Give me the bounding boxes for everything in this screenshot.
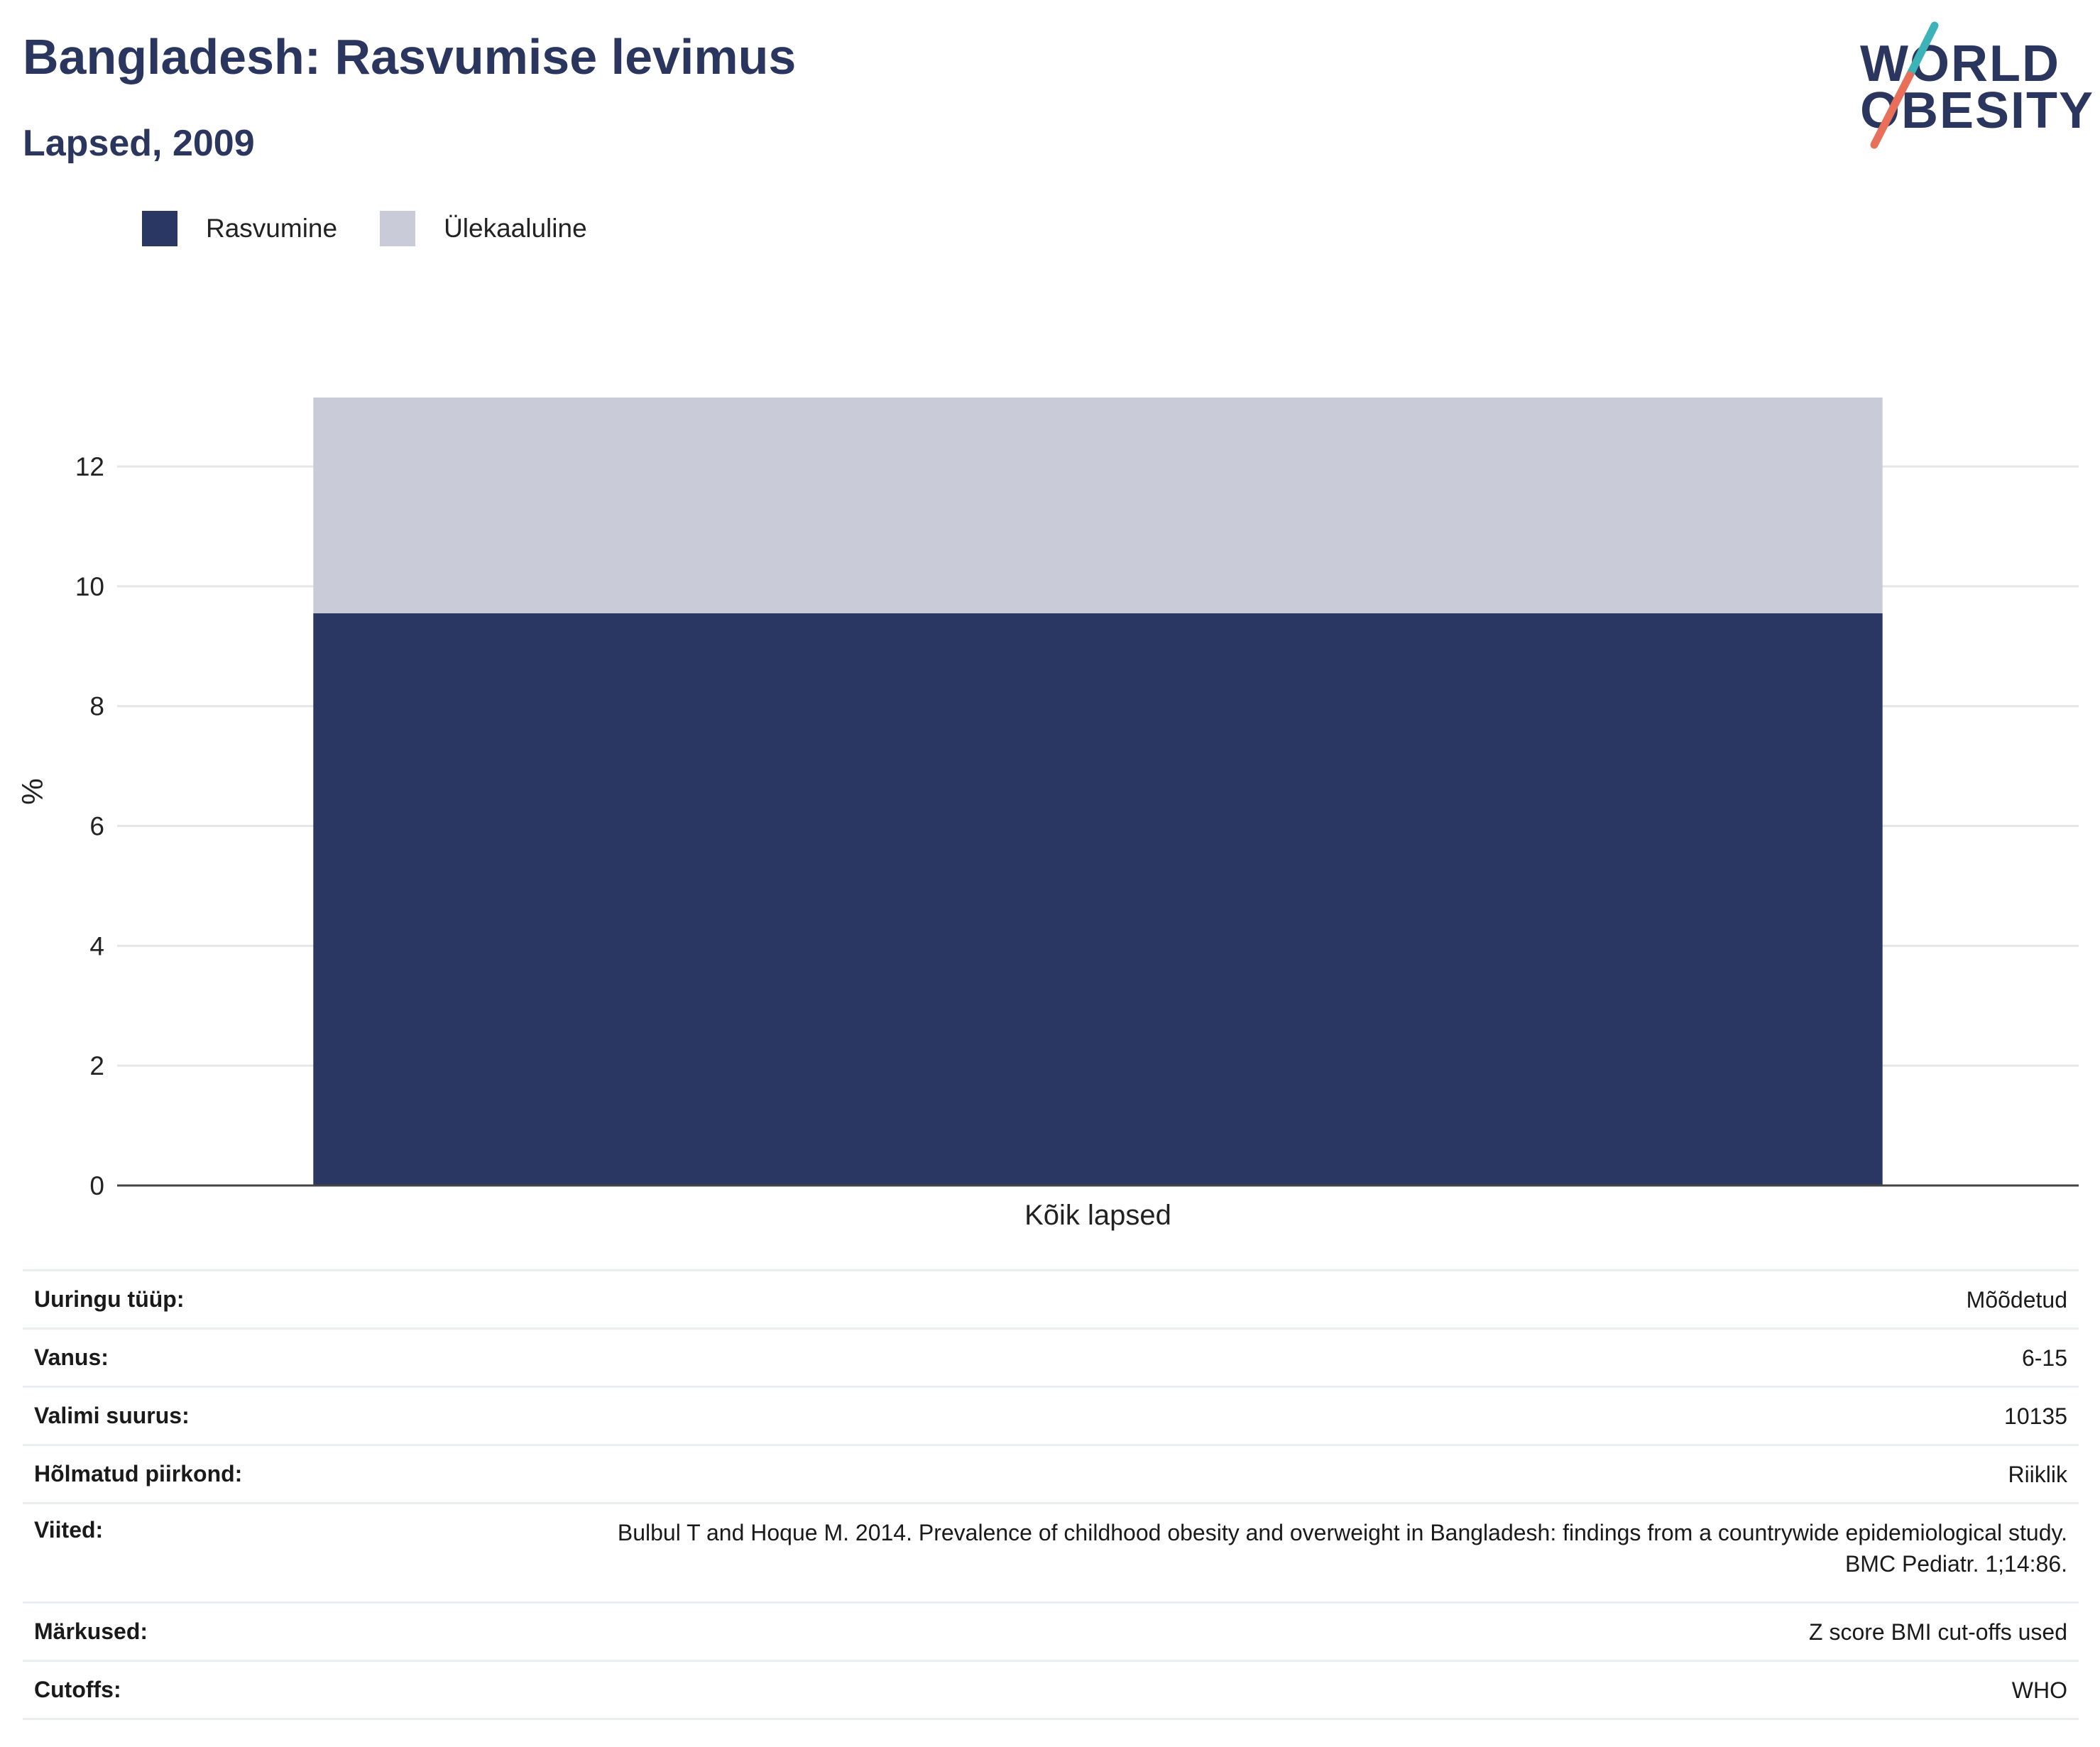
y-tick-label: 12 (75, 452, 104, 481)
legend-item-obesity[interactable]: Rasvumine (142, 211, 337, 246)
logo-slash-icon (1870, 21, 1939, 149)
y-tick-label: 4 (89, 931, 104, 960)
table-row: Vanus: 6-15 (23, 1328, 2079, 1387)
bar-segment-obesity (313, 613, 1883, 1185)
detail-value: 6-15 (2021, 1345, 2067, 1371)
detail-label: Uuringu tüüp: (34, 1286, 185, 1312)
table-row: Viited: Bulbul T and Hoque M. 2014. Prev… (23, 1503, 2079, 1603)
table-row: Märkused: Z score BMI cut-offs used (23, 1602, 2079, 1661)
logo-line-1: WORLD (1860, 35, 2060, 92)
y-tick-label: 10 (75, 572, 104, 601)
detail-value: Bulbul T and Hoque M. 2014. Prevalence o… (542, 1504, 2079, 1603)
table-row: Hõlmatud piirkond: Riiklik (23, 1445, 2079, 1504)
detail-label: Viited: (34, 1517, 104, 1543)
chart-legend: Rasvumine Ülekaaluline (142, 210, 630, 247)
y-axis-label: % (16, 778, 49, 804)
detail-label: Märkused: (34, 1619, 148, 1644)
chart-title: Bangladesh: Rasvumise levimus (23, 29, 797, 84)
y-tick-label: 0 (89, 1171, 104, 1200)
detail-value: Riiklik (2008, 1461, 2067, 1487)
legend-item-overweight[interactable]: Ülekaaluline (380, 211, 587, 246)
bar-segment-overweight (313, 398, 1883, 613)
detail-label: Cutoffs: (34, 1677, 121, 1702)
legend-swatch-overweight (380, 211, 416, 246)
table-row: Uuringu tüüp: Mõõdetud (23, 1270, 2079, 1329)
detail-value: 10135 (2004, 1403, 2067, 1429)
y-tick-label: 6 (89, 812, 104, 841)
detail-value: Z score BMI cut-offs used (1809, 1619, 2067, 1645)
world-obesity-logo: WORLD OBESITY (1846, 20, 2093, 155)
y-tick-label: 8 (89, 692, 104, 721)
reference-text: Bulbul T and Hoque M. 2014. Prevalence o… (617, 1520, 2067, 1577)
detail-label: Vanus: (34, 1345, 109, 1370)
legend-swatch-obesity (142, 211, 177, 246)
detail-label: Hõlmatud piirkond: (34, 1461, 243, 1486)
detail-label: Valimi suurus: (34, 1403, 190, 1428)
detail-value: WHO (2011, 1677, 2067, 1703)
legend-label-overweight: Ülekaaluline (444, 214, 587, 243)
x-tick-label: Kõik lapsed (1024, 1200, 1171, 1231)
table-row: Cutoffs: WHO (23, 1660, 2079, 1719)
detail-value: Mõõdetud (1966, 1286, 2067, 1313)
survey-details-table: Uuringu tüüp: Mõõdetud Vanus: 6-15 Valim… (23, 1269, 2079, 1720)
stacked-bar-chart: 0 2 4 6 8 10 12 Kõik lapsed% (16, 398, 2079, 1231)
y-tick-label: 2 (89, 1051, 104, 1080)
legend-label-obesity: Rasvumine (206, 214, 338, 243)
table-row: Valimi suurus: 10135 (23, 1386, 2079, 1445)
chart-subtitle: Lapsed, 2009 (23, 123, 255, 164)
